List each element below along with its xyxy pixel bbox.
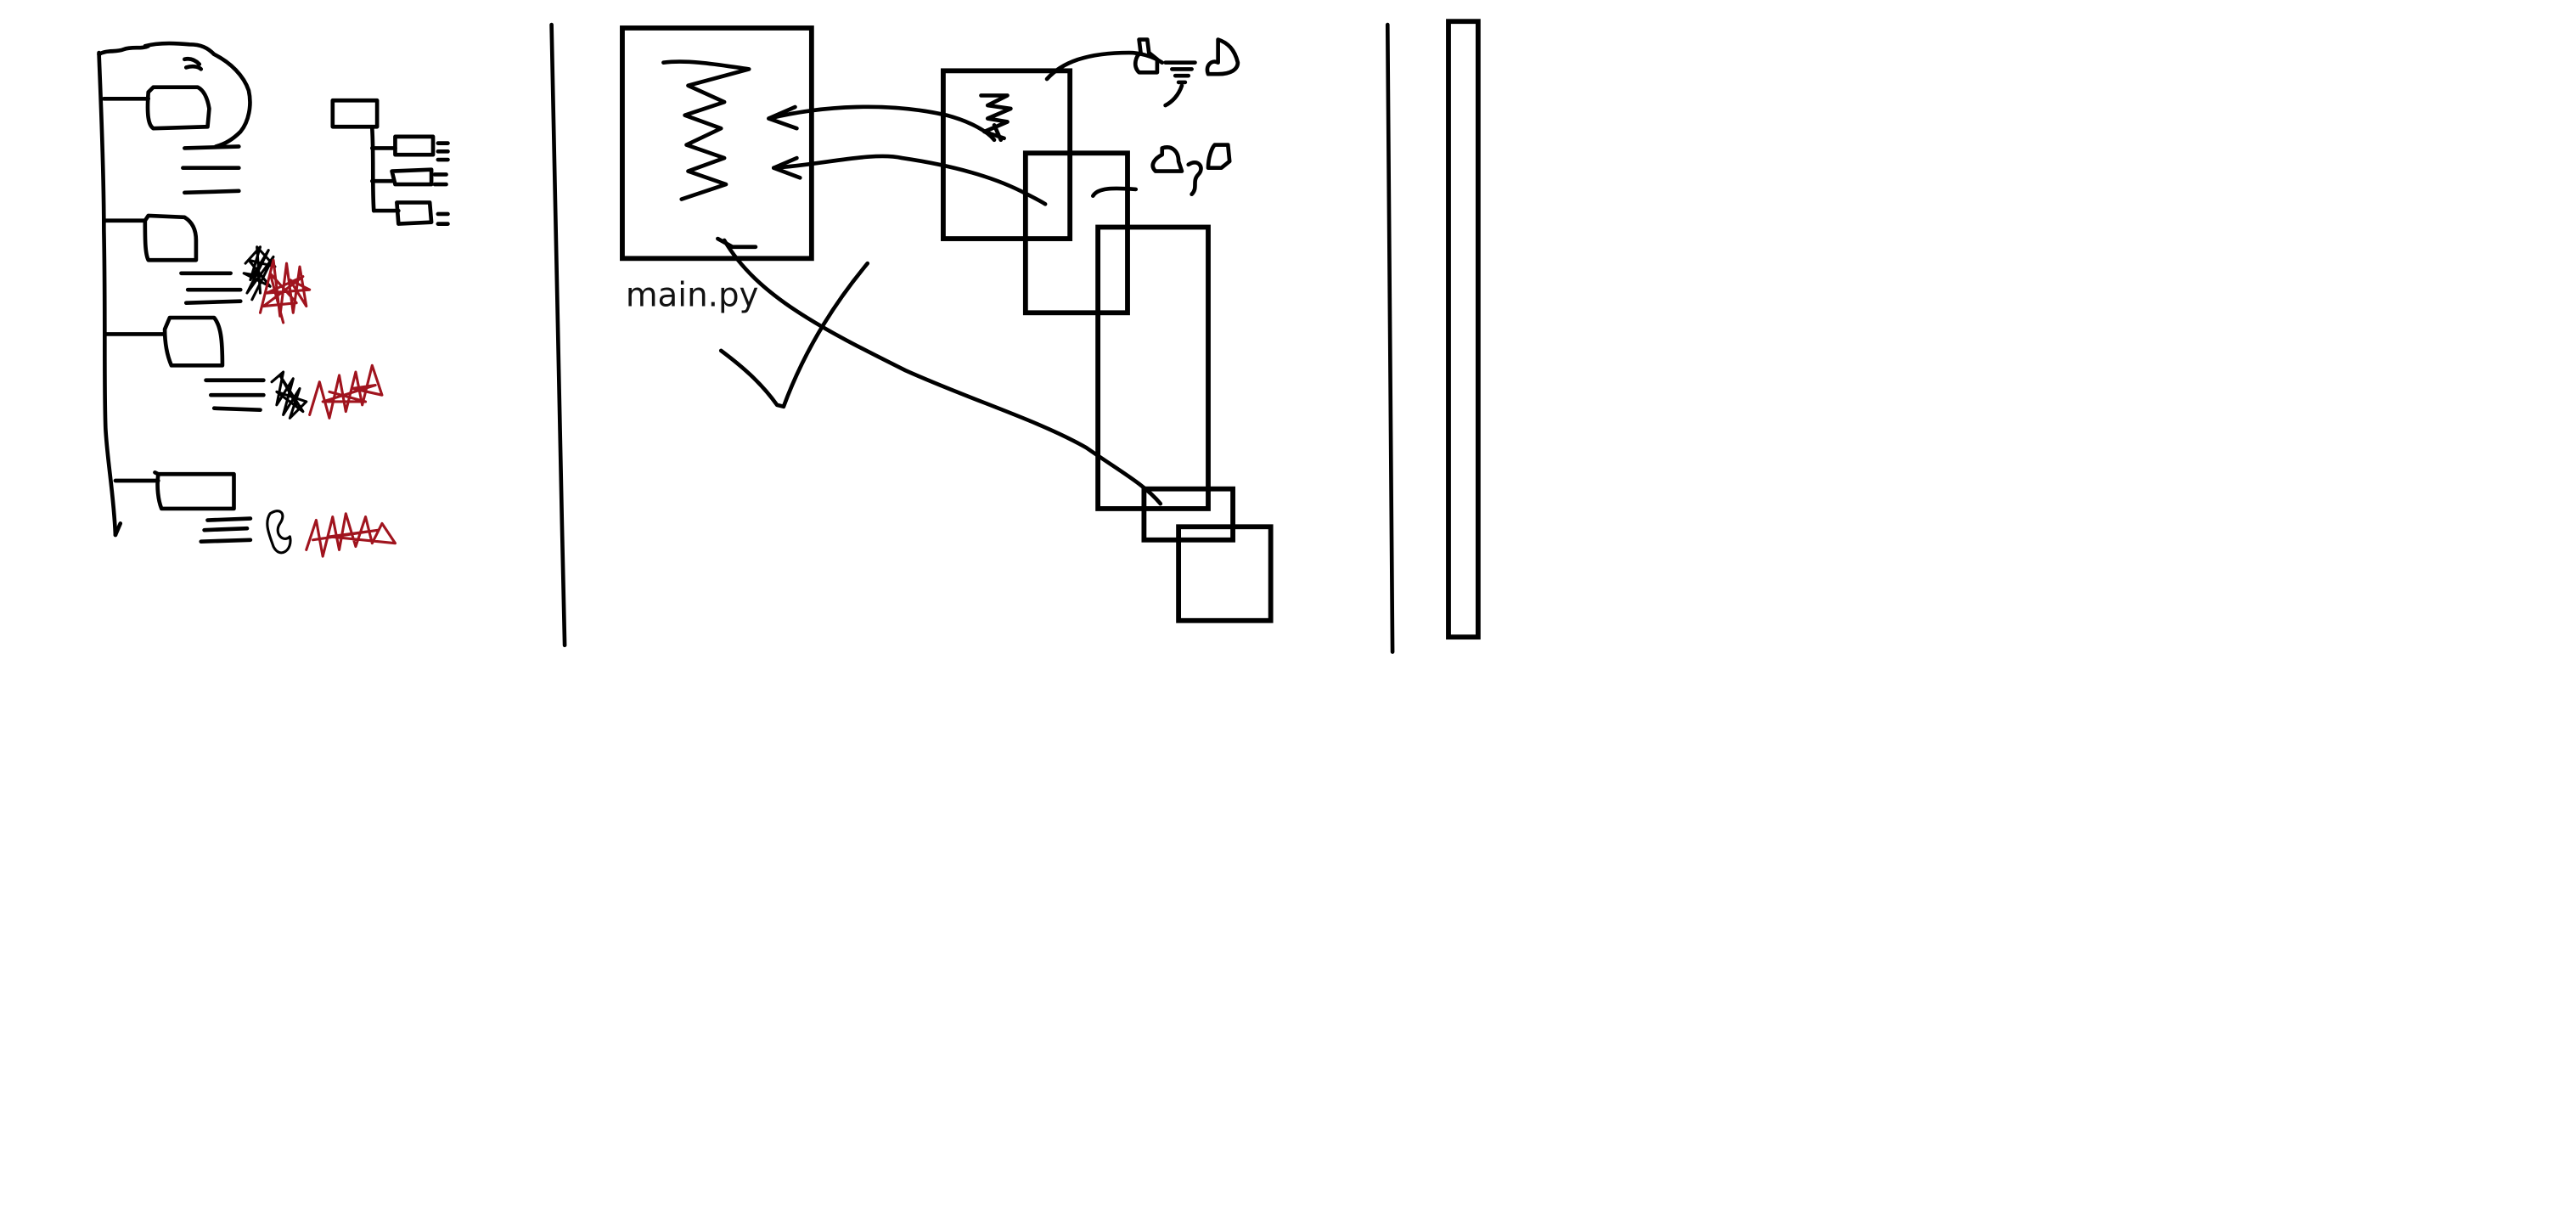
window-stack — [941, 68, 1274, 623]
mini-file-icon — [390, 167, 434, 187]
red-scribble — [308, 363, 384, 420]
arrowhead-icon — [771, 155, 802, 180]
tree-item-2[interactable] — [103, 213, 312, 324]
window-frame-5[interactable] — [1176, 524, 1274, 623]
window-frame-4[interactable] — [1141, 486, 1235, 543]
mini-tree-trunk — [369, 126, 376, 213]
stray-stroke — [718, 261, 870, 409]
arrow-to-editor — [767, 104, 997, 143]
connector-curve — [1163, 83, 1184, 108]
item-text-line — [183, 299, 243, 305]
editor-panel: main.py — [620, 25, 1274, 623]
item-text-line — [183, 189, 241, 195]
panel-divider-right[interactable] — [1385, 22, 1395, 654]
mini-text-line — [436, 141, 450, 162]
code-zigzag — [661, 59, 751, 201]
item-text-line — [199, 538, 253, 544]
item-text-line — [183, 144, 241, 150]
mini-file-icon — [395, 200, 434, 226]
editor-frame — [620, 25, 814, 262]
user-icon[interactable] — [1133, 37, 1160, 75]
tree-item-3[interactable] — [103, 315, 384, 420]
user-icon[interactable] — [1206, 143, 1232, 171]
connector-curve — [1044, 50, 1165, 82]
window-frame-2[interactable] — [1022, 150, 1130, 316]
main-editor-window[interactable] — [620, 25, 814, 262]
tree-item-4[interactable] — [113, 470, 397, 558]
panel-divider-left[interactable] — [549, 22, 567, 648]
black-scribble — [266, 510, 292, 555]
folder-icon — [143, 213, 199, 262]
arrow-to-editor — [771, 154, 1048, 206]
item-text-line — [202, 526, 250, 532]
window-frame-3[interactable] — [1095, 224, 1211, 511]
tree-item-1[interactable] — [102, 85, 241, 195]
connector-line — [722, 238, 1163, 506]
mini-tree — [330, 98, 450, 226]
file-tree-panel — [97, 41, 450, 558]
tree-top-hook — [183, 56, 204, 71]
user-icon[interactable] — [1150, 145, 1184, 173]
black-scribble — [242, 245, 277, 301]
mini-text-line — [432, 172, 448, 187]
folder-icon — [145, 85, 211, 131]
item-text-line — [211, 406, 262, 412]
arrowhead-icon — [767, 104, 799, 131]
connector-curve — [1186, 160, 1203, 197]
folder-icon — [162, 315, 225, 368]
tree-trunk — [97, 50, 118, 538]
window-tab-stroke — [1090, 186, 1139, 198]
list-icon — [1163, 60, 1197, 85]
mini-tree-root-icon — [330, 98, 380, 129]
tree-top-bracket — [97, 41, 252, 149]
scrollbar[interactable] — [1446, 19, 1481, 640]
item-text-line — [205, 516, 253, 522]
red-scribble — [305, 512, 397, 558]
mini-file-icon — [393, 134, 436, 157]
file-label: main.py — [626, 277, 759, 315]
black-scribble — [270, 370, 308, 420]
user-icon[interactable] — [1205, 37, 1240, 76]
folder-icon — [153, 470, 236, 511]
code-zigzag — [979, 93, 1013, 143]
tree-trunk-end — [113, 521, 123, 538]
toolbar-icons — [1044, 37, 1240, 197]
red-scribble — [258, 258, 312, 324]
mini-text-line — [436, 211, 450, 226]
